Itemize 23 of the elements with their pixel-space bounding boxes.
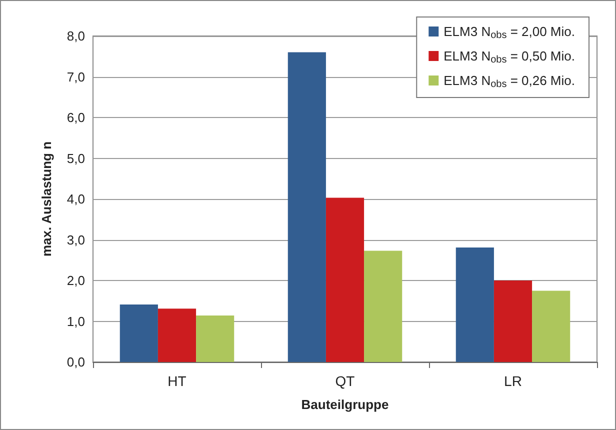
- bar: [364, 250, 402, 362]
- y-tick-label: 4,0: [66, 192, 85, 206]
- y-tick-label: 5,0: [66, 150, 85, 166]
- y-tick-label: 6,0: [66, 110, 85, 125]
- y-tick-label: 8,0: [66, 28, 85, 44]
- bar: [288, 52, 326, 362]
- bar: [532, 290, 570, 362]
- y-tick-label: 7,0: [66, 69, 85, 84]
- bar: [456, 247, 494, 362]
- bar: [158, 308, 196, 362]
- bar: [494, 280, 532, 362]
- bar: [120, 304, 158, 362]
- x-tick-label: QT: [335, 373, 356, 389]
- y-tick-label: 0,0: [66, 354, 85, 370]
- y-tick-label: 3,0: [66, 232, 85, 248]
- y-tick-label: 1,0: [66, 314, 85, 329]
- x-tick-label: HT: [168, 373, 187, 389]
- y-tick-label: 2,0: [66, 273, 85, 288]
- x-tick-label: LR: [504, 373, 522, 389]
- y-axis-title: max. Auslastung n: [39, 141, 54, 257]
- x-axis-title: Bauteilgruppe: [301, 397, 389, 412]
- bar: [196, 316, 234, 362]
- bar: [326, 198, 364, 362]
